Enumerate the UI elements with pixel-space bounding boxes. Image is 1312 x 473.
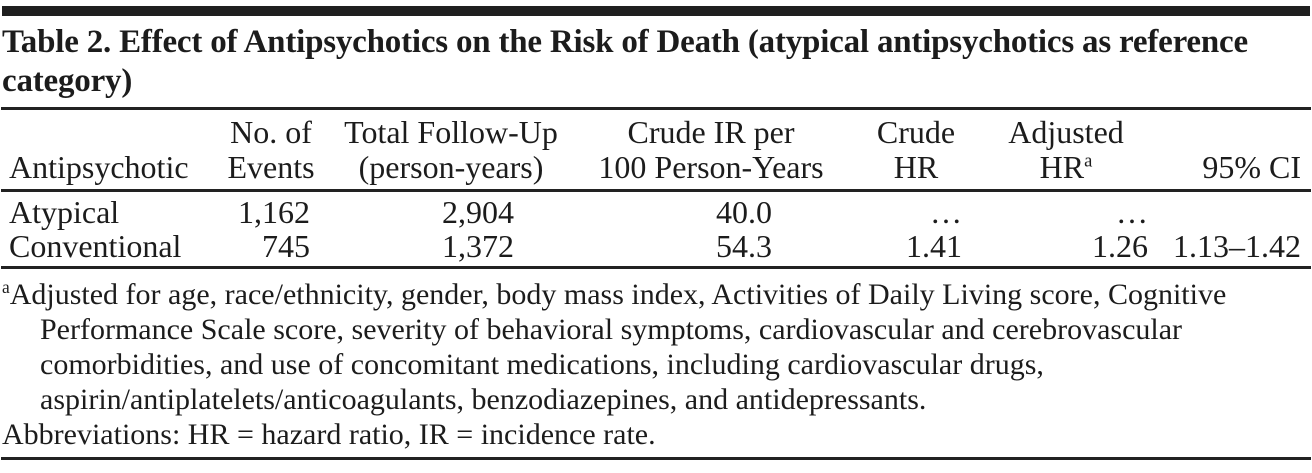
header-line2: HRa	[976, 150, 1156, 185]
column-header-crude-hr: Crude HR	[856, 108, 976, 192]
table-title: Table 2. Effect of Antipsychotics on the…	[2, 24, 1248, 99]
table-row-atypical: Atypical 1,162 2,904 40.0 … …	[1, 191, 1311, 230]
bottom-rule	[1, 457, 1311, 460]
column-header-antipsychotic: Antipsychotic	[1, 108, 206, 192]
header-line1: Crude IR per	[627, 114, 795, 150]
results-table: Antipsychotic No. of Events Total Follow…	[1, 107, 1311, 269]
cell-events: 745	[262, 228, 310, 264]
column-header-ci: 95% CI	[1156, 108, 1311, 192]
cell-events: 1,162	[238, 194, 310, 230]
cell-ci	[1156, 191, 1311, 230]
table-row-conventional: Conventional 745 1,372 54.3 1.41 1.26 1.…	[1, 229, 1311, 268]
header-line2: Antipsychotic	[9, 149, 189, 185]
header-line2: HR	[893, 149, 939, 185]
header-row: Antipsychotic No. of Events Total Follow…	[1, 108, 1311, 192]
cell-ci: 1.13–1.42	[1173, 228, 1301, 264]
footnote-abbreviations: Abbreviations: HR = hazard ratio, IR = i…	[2, 418, 656, 451]
column-header-followup: Total Follow-Up (person-years)	[336, 108, 566, 192]
header-line2-text: HR	[1039, 149, 1085, 185]
column-header-crude-ir: Crude IR per 100 Person-Years	[566, 108, 856, 192]
header-line1: Adjusted	[1008, 114, 1124, 150]
footnote-adjusted-text: Adjusted for age, race/ethnicity, gender…	[9, 278, 1227, 416]
cell-crude-hr: …	[930, 194, 962, 230]
cell-adjusted-hr: 1.26	[1092, 228, 1148, 264]
header-line2: Events	[227, 149, 315, 185]
footnotes-block: aAdjusted for age, race/ethnicity, gende…	[2, 277, 1310, 452]
header-line2: 95% CI	[1202, 149, 1301, 185]
cell-crude-hr: 1.41	[906, 228, 962, 264]
header-line2: 100 Person-Years	[598, 149, 824, 185]
table-header: Antipsychotic No. of Events Total Follow…	[1, 108, 1311, 192]
column-header-adjusted-hr: Adjusted HRa	[976, 108, 1156, 192]
table-body: Atypical 1,162 2,904 40.0 … … Convention…	[1, 191, 1311, 268]
header-line1: No. of	[230, 114, 312, 150]
top-rule-bar	[2, 6, 1310, 16]
footnote-marker: a	[2, 277, 10, 297]
cell-crude-ir: 40.0	[716, 194, 772, 230]
footnote-adjusted: aAdjusted for age, race/ethnicity, gende…	[2, 277, 1310, 417]
column-header-events: No. of Events	[206, 108, 336, 192]
header-line1: Total Follow-Up	[344, 114, 558, 150]
cell-followup: 1,372	[442, 228, 514, 264]
footnote-marker-superscript: a	[1084, 150, 1093, 172]
cell-crude-ir: 54.3	[716, 228, 772, 264]
header-line1: Crude	[876, 114, 956, 150]
cell-antipsychotic: Atypical	[9, 194, 120, 230]
cell-followup: 2,904	[442, 194, 514, 230]
cell-adjusted-hr: …	[1116, 194, 1148, 230]
cell-antipsychotic: Conventional	[9, 228, 182, 264]
header-line2: (person-years)	[358, 149, 544, 185]
